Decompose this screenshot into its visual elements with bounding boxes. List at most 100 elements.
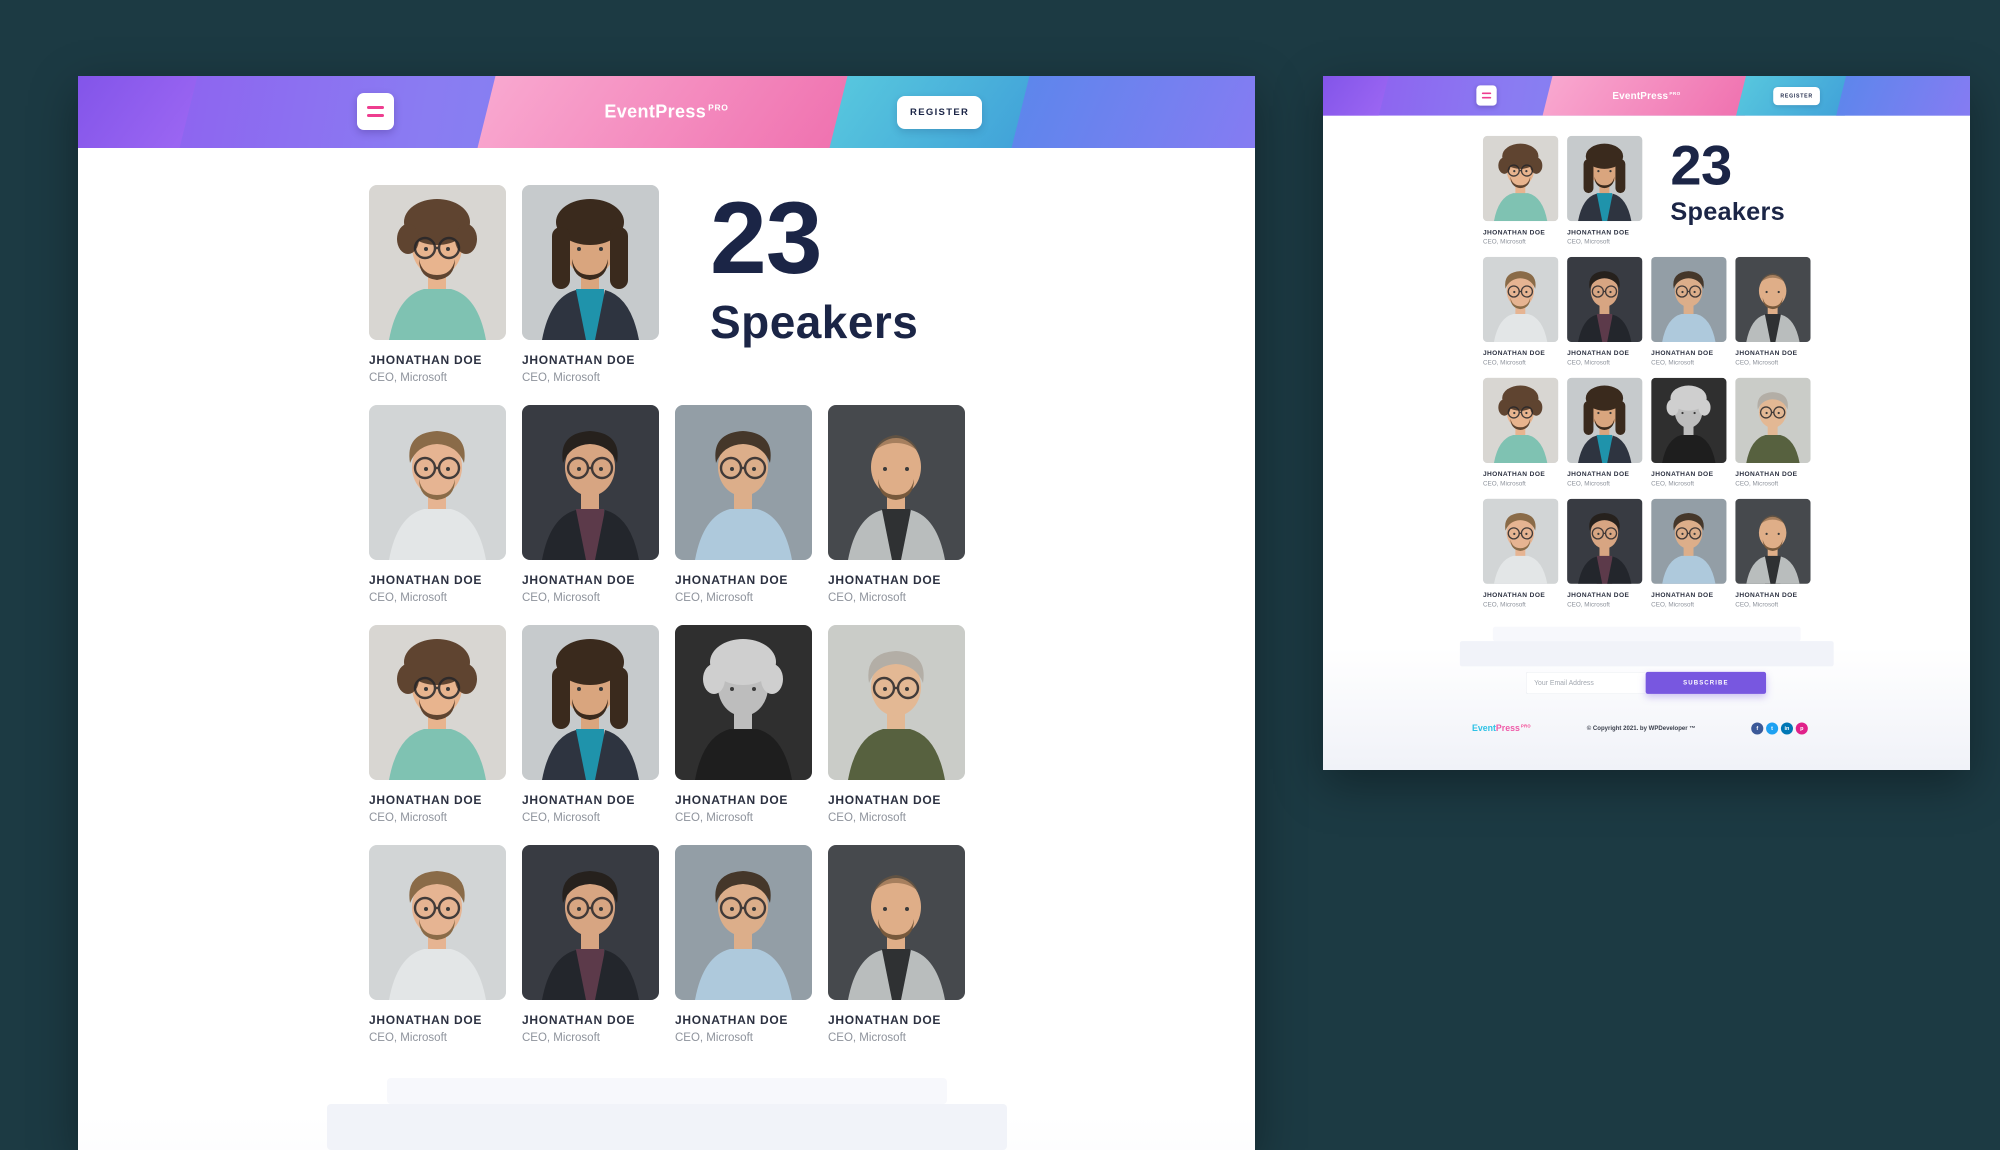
- menu-button[interactable]: [357, 93, 394, 130]
- speaker-name: JHONATHAN DOE: [1651, 470, 1714, 478]
- speaker-name: JHONATHAN DOE: [522, 353, 636, 367]
- site-header: EventPressPRO REGISTER: [1323, 76, 1970, 116]
- speaker-photo-v8[interactable]: [1735, 377, 1811, 463]
- speaker-card: JHONATHAN DOE CEO, Microsoft: [369, 625, 506, 824]
- menu-button[interactable]: [1476, 85, 1497, 106]
- speaker-card: JHONATHAN DOE CEO, Microsoft: [675, 405, 812, 604]
- speaker-photo-v6[interactable]: [1735, 256, 1811, 343]
- speaker-title: CEO, Microsoft: [1567, 601, 1610, 609]
- speaker-title: CEO, Microsoft: [369, 812, 447, 824]
- speakers-section: JHONATHAN DOE CEO, Microsoft JHONATHAN D…: [1482, 135, 1811, 620]
- speaker-title: CEO, Microsoft: [522, 372, 600, 384]
- speaker-name: JHONATHAN DOE: [1567, 228, 1630, 236]
- speaker-photo-v2[interactable]: [1567, 377, 1643, 463]
- speaker-photo-v3[interactable]: [1482, 256, 1559, 343]
- speaker-photo-v1[interactable]: [1482, 135, 1559, 222]
- copyright-text: © Copyright 2021. by WPDeveloper ™: [1586, 725, 1696, 732]
- speaker-card: JHONATHAN DOE CEO, Microsoft: [522, 625, 659, 824]
- speaker-photo-v1[interactable]: [369, 185, 506, 340]
- twitter-icon[interactable]: t: [1766, 722, 1779, 735]
- speakers-count-label: Speakers: [1670, 196, 1785, 226]
- subscribe-button[interactable]: SUBSCRIBE: [1645, 671, 1767, 694]
- speaker-name: JHONATHAN DOE: [1567, 591, 1630, 599]
- speakers-count: 23: [710, 181, 822, 295]
- speaker-card: JHONATHAN DOE CEO, Microsoft: [1735, 377, 1811, 488]
- speaker-photo-v1[interactable]: [369, 625, 506, 780]
- speaker-photo-v3[interactable]: [1482, 498, 1559, 584]
- speaker-photo-v4[interactable]: [1567, 256, 1643, 343]
- footer-brand-logo: EventPressPRO: [1472, 723, 1531, 733]
- speaker-card: JHONATHAN DOE CEO, Microsoft: [1567, 498, 1643, 609]
- speaker-title: CEO, Microsoft: [1482, 359, 1526, 367]
- speaker-photo-v4[interactable]: [522, 845, 659, 1000]
- speaker-photo-v2[interactable]: [522, 185, 659, 340]
- speaker-photo-v5[interactable]: [1651, 256, 1727, 343]
- speaker-name: JHONATHAN DOE: [522, 1013, 636, 1027]
- browser-panel-full-size: EventPress PRO REGISTER JHONATHAN DOE CEO…: [78, 76, 1255, 1150]
- brand-suffix: PRO: [1669, 90, 1681, 97]
- register-button[interactable]: REGISTER: [1773, 86, 1821, 106]
- footer-bar: EventPressPRO © Copyright 2021. by WPDev…: [1472, 720, 1808, 736]
- speaker-photo-v1[interactable]: [1482, 377, 1559, 463]
- speaker-card: JHONATHAN DOE CEO, Microsoft: [1567, 135, 1643, 246]
- speaker-photo-v7[interactable]: [675, 625, 812, 780]
- speaker-card: JHONATHAN DOE CEO, Microsoft: [1482, 256, 1559, 367]
- speaker-card: JHONATHAN DOE CEO, Microsoft: [522, 845, 659, 1044]
- speaker-name: JHONATHAN DOE: [828, 1013, 942, 1027]
- hamburger-icon: [1481, 92, 1492, 99]
- speaker-photo-v2[interactable]: [1567, 135, 1643, 222]
- pinterest-icon[interactable]: p: [1795, 722, 1808, 735]
- speaker-card: JHONATHAN DOE CEO, Microsoft: [1482, 135, 1559, 246]
- footer-background: [1323, 647, 1970, 770]
- register-button[interactable]: REGISTER: [897, 96, 983, 129]
- speaker-title: CEO, Microsoft: [1482, 480, 1526, 488]
- speaker-title: CEO, Microsoft: [1567, 238, 1610, 246]
- speaker-title: CEO, Microsoft: [369, 372, 447, 384]
- brand-suffix: PRO: [708, 102, 729, 113]
- speaker-photo-v5[interactable]: [675, 845, 812, 1000]
- speaker-photo-v5[interactable]: [675, 405, 812, 560]
- speaker-name: JHONATHAN DOE: [1567, 349, 1630, 357]
- speaker-photo-v3[interactable]: [369, 405, 506, 560]
- speaker-card: JHONATHAN DOE CEO, Microsoft: [1735, 256, 1811, 366]
- eventpress-page: EventPressPRO REGISTER JHONATHAN DOE CEO…: [1323, 76, 1970, 770]
- speaker-row: JHONATHAN DOE CEO, Microsoft JHONATHAN D…: [369, 845, 965, 1044]
- speaker-title: CEO, Microsoft: [828, 812, 906, 824]
- speaker-photo-v2[interactable]: [522, 625, 659, 780]
- speaker-photo-v4[interactable]: [522, 405, 659, 560]
- speaker-title: CEO, Microsoft: [1735, 480, 1779, 488]
- speaker-title: CEO, Microsoft: [1567, 480, 1610, 488]
- speaker-name: JHONATHAN DOE: [1735, 591, 1798, 599]
- header-gradient-band: [1323, 76, 1392, 116]
- speaker-title: CEO, Microsoft: [1482, 238, 1526, 246]
- speaker-card: JHONATHAN DOE CEO, Microsoft: [1567, 377, 1643, 488]
- speaker-photo-v6[interactable]: [1735, 498, 1811, 584]
- speaker-card: JHONATHAN DOE CEO, Microsoft: [675, 625, 812, 824]
- speaker-photo-v3[interactable]: [369, 845, 506, 1000]
- speaker-name: JHONATHAN DOE: [828, 573, 942, 587]
- footer-brand-text-1: Event: [1471, 723, 1496, 733]
- speaker-row: JHONATHAN DOE CEO, Microsoft JHONATHAN D…: [369, 625, 965, 824]
- speaker-photo-v6[interactable]: [828, 405, 965, 560]
- subscribe-form: SUBSCRIBE: [1525, 671, 1767, 694]
- linkedin-icon[interactable]: in: [1780, 722, 1793, 735]
- speaker-card: JHONATHAN DOE CEO, Microsoft: [828, 845, 965, 1044]
- speaker-name: JHONATHAN DOE: [675, 793, 789, 807]
- header-gradient-band: [78, 76, 204, 148]
- speaker-photo-v4[interactable]: [1567, 498, 1643, 584]
- speaker-photo-v5[interactable]: [1651, 498, 1727, 584]
- email-input[interactable]: [1525, 671, 1646, 694]
- footer-brand-suffix: PRO: [1520, 723, 1531, 729]
- speaker-card: JHONATHAN DOE CEO, Microsoft: [522, 405, 659, 604]
- speaker-row: JHONATHAN DOE CEO, Microsoft JHONATHAN D…: [1482, 256, 1811, 367]
- speaker-photo-v7[interactable]: [1651, 377, 1727, 463]
- speaker-title: CEO, Microsoft: [1735, 601, 1779, 609]
- speaker-photo-v6[interactable]: [828, 845, 965, 1000]
- speaker-card: JHONATHAN DOE CEO, Microsoft: [1651, 256, 1727, 366]
- social-links: f t in p: [1751, 722, 1808, 735]
- facebook-icon[interactable]: f: [1751, 722, 1764, 735]
- hamburger-icon: [367, 106, 384, 117]
- speaker-photo-v8[interactable]: [828, 625, 965, 780]
